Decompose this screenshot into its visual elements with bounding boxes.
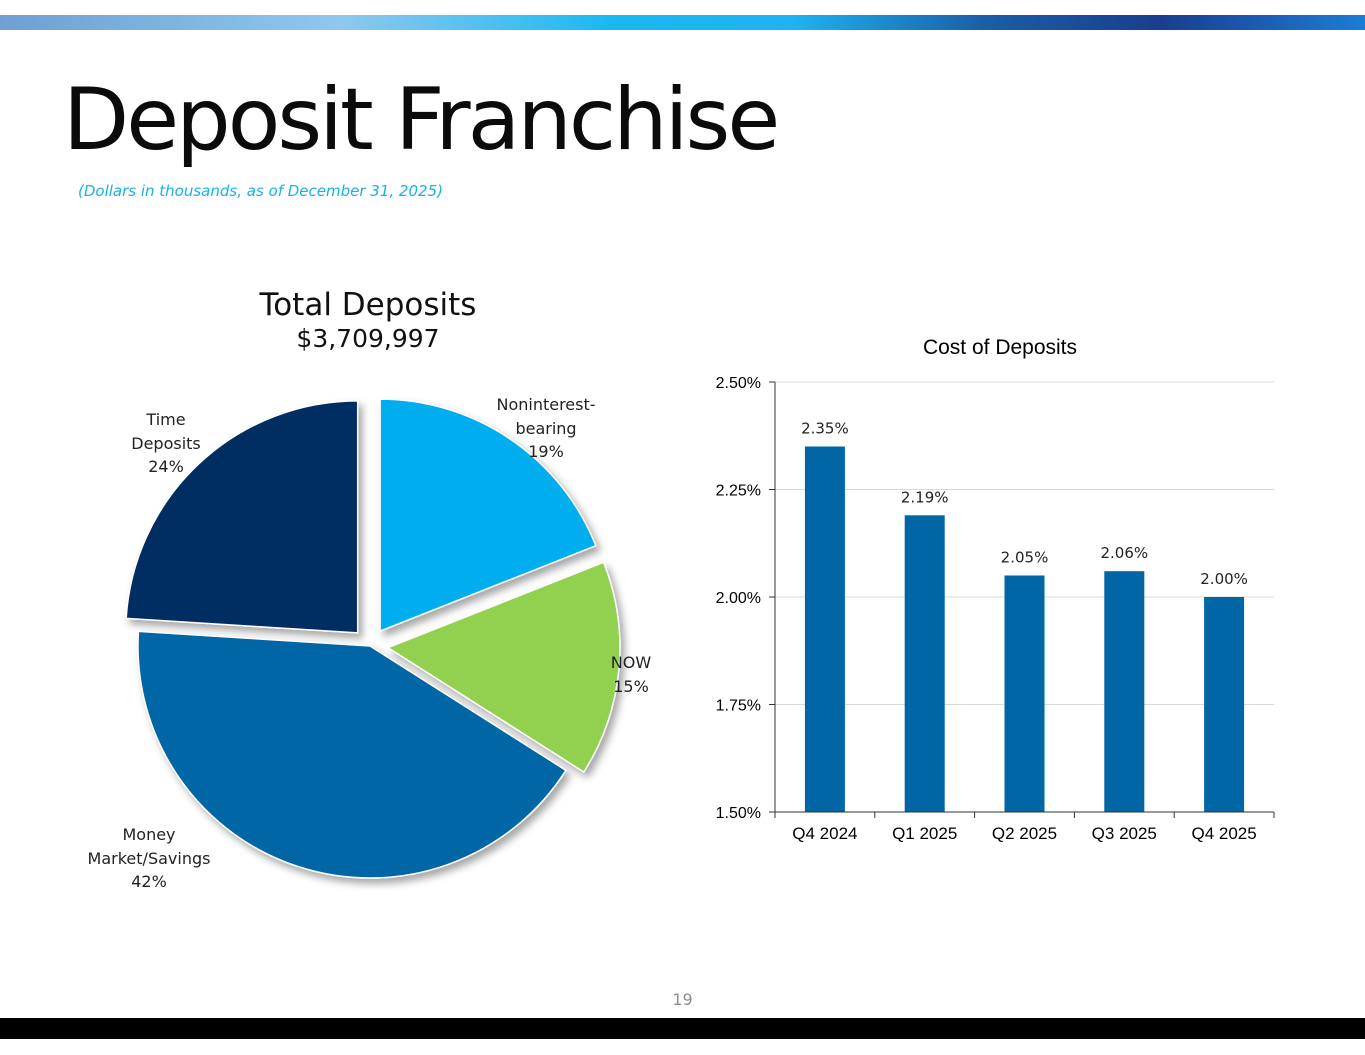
x-tick-label: Q4 2024 — [792, 824, 857, 843]
y-tick-label: 1.75% — [716, 698, 761, 715]
bar-data-label: 2.00% — [1200, 570, 1248, 588]
pie-label-time-deposits: Time Deposits 24% — [131, 410, 201, 476]
deposit-mix-pie-chart — [125, 398, 621, 879]
pie-chart-total: $3,709,997 — [296, 324, 440, 353]
bottom-bar — [0, 1018, 1365, 1039]
bar-q2-2025 — [1004, 575, 1045, 812]
bar-data-label: 2.19% — [901, 488, 949, 506]
x-tick-label: Q1 2025 — [892, 824, 957, 843]
y-tick-label: 1.50% — [716, 805, 761, 822]
page-subtitle: (Dollars in thousands, as of December 31… — [78, 182, 443, 200]
pie-label-now: NOW 15% — [610, 653, 652, 696]
x-tick-label: Q2 2025 — [992, 824, 1057, 843]
y-tick-label: 2.25% — [716, 483, 761, 500]
page-number: 19 — [672, 990, 693, 1009]
y-tick-label: 2.50% — [716, 375, 761, 392]
cost-of-deposits-bar-chart: 1.50% 1.75% 2.00% 2.25% 2.50% 2.35% Q4 2024 2.1… — [716, 375, 1275, 843]
bar-data-label: 2.05% — [1001, 549, 1049, 567]
pie-slice-noninterest-bearing — [379, 398, 597, 633]
bar-q4-2024 — [804, 446, 845, 812]
pie-chart-title: Total Deposits — [259, 287, 477, 323]
pie-label-money-market-savings: Money Market/Savings 42% — [87, 825, 211, 891]
bar-data-label: 2.06% — [1100, 544, 1148, 562]
top-accent-stripe — [0, 15, 1365, 30]
x-tick-label: Q4 2025 — [1191, 824, 1256, 843]
bar-data-label: 2.35% — [801, 420, 849, 438]
y-tick-label: 2.00% — [716, 590, 761, 607]
bar-q3-2025 — [1104, 571, 1145, 812]
pie-slice-time-deposits — [125, 400, 359, 634]
pie-label-noninterest-bearing: Noninterest- bearing 19% — [496, 395, 596, 461]
pie-slice-now — [386, 561, 621, 774]
bar-chart-title: Cost of Deposits — [922, 336, 1078, 359]
x-tick-label: Q3 2025 — [1092, 824, 1157, 843]
bar-q4-2025 — [1204, 597, 1245, 812]
bar-q1-2025 — [904, 515, 945, 812]
page-title: Deposit Franchise — [63, 70, 780, 170]
pie-slice-money-market-savings — [137, 630, 567, 879]
